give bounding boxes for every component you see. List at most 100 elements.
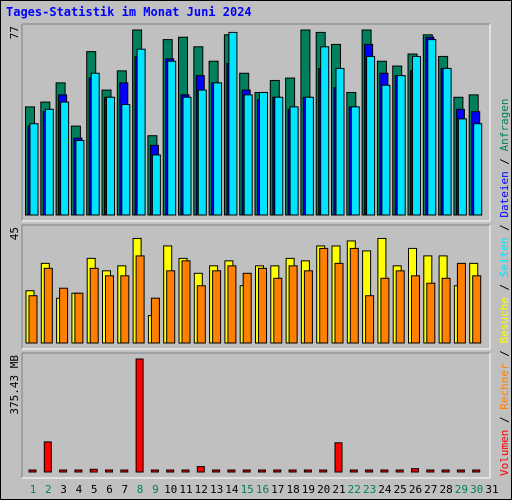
panel-volume [21, 352, 491, 479]
x-tick-label-day-29: 29 [455, 483, 468, 496]
bar-seiten-day-6 [106, 96, 115, 216]
bar-rechner-day-21 [334, 262, 344, 344]
bar-seiten-day-22 [350, 106, 360, 216]
bar-rechner-day-14 [227, 265, 237, 344]
y-axis-label-visits: 45 [8, 227, 21, 240]
x-tick-label-day-31: 31 [485, 483, 498, 496]
x-tick-label-day-24: 24 [378, 483, 392, 496]
bars-volume [28, 358, 481, 473]
side-legend-part-10: Anfragen [498, 98, 511, 152]
x-tick-label-day-12: 12 [195, 483, 208, 496]
x-tick-label-day-26: 26 [409, 483, 422, 496]
bar-volumen-day-12 [196, 466, 205, 473]
bar-volumen-day-8 [135, 358, 144, 473]
bar-seiten-day-3 [60, 101, 70, 216]
bar-rechner-day-6 [105, 275, 114, 344]
bar-rechner-day-8 [135, 255, 145, 344]
side-legend-part-2: Rechner [498, 363, 511, 410]
bar-seiten-day-16 [259, 91, 268, 216]
panel-volume-bg [22, 353, 490, 478]
bar-rechner-day-30 [472, 275, 482, 344]
chart-title: Tages-Statistik im Monat Juni 2024 [6, 5, 252, 19]
bar-volumen-day-9 [150, 469, 159, 473]
side-legend-part-9: / [498, 151, 511, 172]
side-legend-part-3: / [498, 343, 511, 364]
y-axis-label-hits: 77 [8, 26, 21, 39]
bar-volumen-day-5 [89, 468, 98, 473]
bar-seiten-day-28 [442, 67, 452, 216]
bar-rechner-day-24 [380, 277, 390, 344]
bar-volumen-day-18 [288, 469, 297, 473]
bar-seiten-day-5 [90, 72, 100, 216]
x-tick-label-day-25: 25 [394, 483, 407, 496]
x-tick-label-day-14: 14 [225, 483, 239, 496]
bar-rechner-day-16 [258, 267, 267, 344]
bar-rechner-day-11 [181, 260, 191, 344]
bar-volumen-day-3 [59, 469, 68, 473]
bar-volumen-day-24 [380, 469, 389, 473]
bar-volumen-day-6 [105, 469, 113, 473]
x-tick-label-day-19: 19 [302, 483, 315, 496]
bar-seiten-day-15 [243, 94, 253, 216]
bar-rechner-day-18 [288, 265, 298, 344]
bar-volumen-day-7 [120, 469, 129, 473]
bar-seiten-day-12 [197, 89, 207, 216]
bar-seiten-day-24 [381, 84, 391, 216]
x-tick-label-day-20: 20 [317, 483, 330, 496]
x-tick-label-day-8: 8 [137, 483, 144, 496]
x-tick-label-day-30: 30 [470, 483, 483, 496]
bar-volumen-day-26 [411, 468, 419, 473]
bar-volumen-day-11 [181, 469, 190, 473]
bar-volumen-day-27 [426, 469, 435, 473]
x-tick-label-day-9: 9 [152, 483, 159, 496]
x-tick-label-day-28: 28 [439, 483, 452, 496]
bar-volumen-day-10 [166, 469, 175, 473]
bar-rechner-day-10 [166, 270, 176, 344]
bar-seiten-day-13 [213, 82, 223, 216]
bar-volumen-day-14 [227, 469, 236, 473]
x-axis-labels: 1 2 3 4 5 6 7 8 9 10 11 12 13 14 15 16 17 18 19 20 21 22 23 24 2… [30, 483, 499, 496]
bar-rechner-day-3 [59, 287, 69, 344]
bar-volumen-day-16 [258, 469, 266, 473]
side-legend-part-4: Besuche [498, 297, 511, 344]
side-legend-part-1: / [498, 409, 511, 430]
bar-rechner-day-9 [150, 297, 160, 344]
bar-seiten-day-26 [412, 55, 421, 216]
side-legend-part-8: Dateien [498, 171, 511, 218]
bar-seiten-day-2 [44, 108, 54, 216]
bar-seiten-day-19 [304, 96, 314, 216]
bar-volumen-day-29 [456, 469, 465, 473]
side-legend-part-0: Volumen [498, 429, 511, 476]
bar-seiten-day-14 [228, 31, 238, 216]
bar-volumen-day-2 [43, 441, 52, 473]
side-legend: Volumen / Rechner / Besuche / Seiten / D… [498, 98, 511, 476]
side-legend-part-6: Seiten [498, 237, 511, 278]
bar-volumen-day-15 [242, 469, 251, 473]
bar-seiten-day-21 [335, 67, 345, 216]
x-tick-label-day-11: 11 [179, 483, 192, 496]
bar-seiten-day-7 [121, 103, 131, 216]
bar-seiten-day-4 [75, 140, 85, 216]
bar-seiten-day-25 [396, 75, 406, 216]
bar-volumen-day-30 [472, 469, 481, 473]
x-tick-label-day-1: 1 [30, 483, 37, 496]
x-tick-label-day-5: 5 [91, 483, 98, 496]
x-tick-label-day-18: 18 [286, 483, 299, 496]
x-tick-label-day-21: 21 [332, 483, 345, 496]
bar-seiten-day-18 [289, 106, 299, 216]
bar-volumen-day-21 [334, 442, 343, 473]
bar-seiten-day-9 [151, 154, 161, 216]
x-tick-label-day-10: 10 [164, 483, 177, 496]
side-legend-part-7: / [498, 217, 511, 238]
bar-volumen-day-22 [349, 469, 358, 473]
bar-seiten-day-29 [457, 118, 467, 216]
bar-rechner-day-13 [212, 270, 222, 344]
bar-rechner-day-7 [120, 275, 130, 344]
x-tick-label-day-3: 3 [60, 483, 67, 496]
bar-rechner-day-15 [242, 272, 252, 344]
bar-rechner-day-2 [43, 267, 53, 344]
bar-rechner-day-23 [365, 295, 375, 344]
bar-rechner-day-1 [28, 295, 38, 344]
